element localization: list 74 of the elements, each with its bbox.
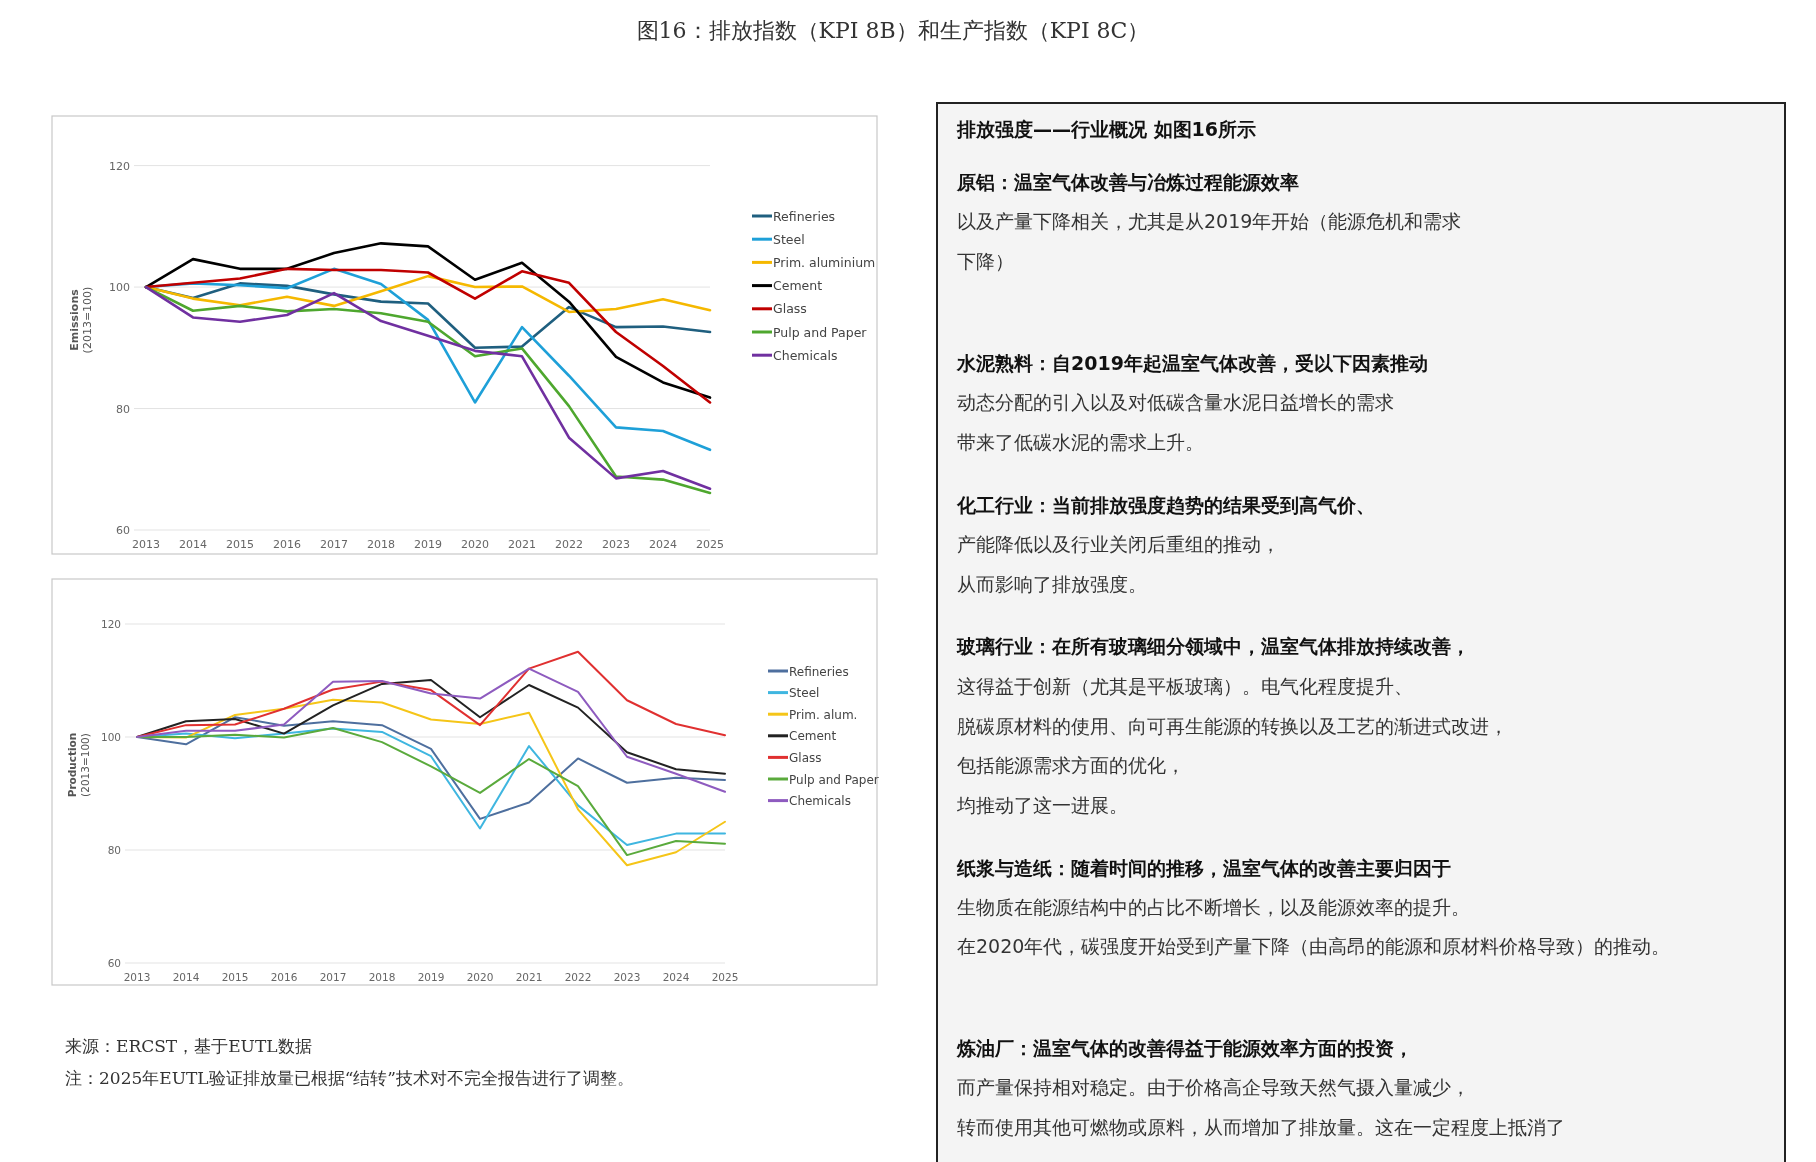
y-tick-label: 80 — [107, 844, 121, 856]
text: 脱碳原材料的使用、向可再生能源的转换以及工艺的渐进式改进， — [957, 715, 1508, 737]
x-tick-label: 2022 — [555, 538, 583, 551]
y-axis-title: Emissions (2013=100) — [67, 286, 94, 354]
x-tick-label: 2020 — [466, 971, 494, 983]
y-tick-label: 60 — [116, 524, 130, 537]
text: 原铝：温室气体改善与冶炼过程能源效率 — [956, 171, 1299, 193]
text: 注：2025年EUTL验证排放量已根据“结转”技术对不完全报告进行了调整。 — [65, 1068, 635, 1088]
x-tick-label: 2024 — [662, 971, 690, 983]
legend-label: Chemicals — [773, 347, 838, 363]
text: 在2020年代，碳强度开始受到产量下降（由高昂的能源和原材料价格导致）的推动。 — [957, 935, 1671, 957]
x-tick-label: 2015 — [226, 538, 254, 551]
text: 纸浆与造纸：随着时间的推移，温室气体的改善主要归因于 — [956, 857, 1451, 879]
legend-label: Pulp and Paper — [789, 772, 879, 787]
x-tick-label: 2016 — [273, 538, 301, 551]
text: 均推动了这一进展。 — [956, 794, 1128, 816]
x-tick-label: 2025 — [696, 538, 724, 551]
legend-label: Refineries — [773, 208, 836, 224]
x-tick-label: 2017 — [319, 971, 347, 983]
legend-label: Chemicals — [789, 794, 851, 809]
x-tick-label: 2015 — [221, 971, 249, 983]
x-tick-label: 2022 — [564, 971, 592, 983]
x-tick-label: 2019 — [417, 971, 445, 983]
x-tick-label: 2013 — [123, 971, 151, 983]
x-tick-label: 2016 — [270, 971, 298, 983]
legend-label: Cement — [773, 278, 823, 294]
text: 水泥熟料：自2019年起温室气体改善，受以下因素推动 — [956, 352, 1428, 374]
text: 下降） — [957, 250, 1014, 272]
legend-label: Cement — [789, 729, 837, 744]
legend-label: Glass — [789, 750, 822, 765]
text: 包括能源需求方面的优化， — [957, 754, 1185, 776]
x-tick-label: 2023 — [613, 971, 641, 983]
y-tick-label: 120 — [109, 159, 130, 173]
x-tick-label: 2018 — [368, 971, 396, 983]
text: 动态分配的引入以及对低碳含量水泥日益增长的需求 — [957, 391, 1394, 413]
text: 排放强度——行业概况 如图16所示 — [956, 118, 1257, 140]
x-tick-label: 2017 — [320, 538, 348, 551]
text: 带来了低碳水泥的需求上升。 — [957, 431, 1204, 453]
y-axis-title: Production (2013=100) — [65, 732, 91, 798]
x-tick-label: 2014 — [172, 971, 200, 983]
legend-label: Prim. alum. — [789, 707, 858, 722]
text: 产能降低以及行业关闭后重组的推动， — [957, 533, 1280, 555]
source-note: 来源：ERCST，基于EUTL数据 — [65, 1036, 312, 1056]
text: 这得益于创新（尤其是平板玻璃）。电气化程度提升、 — [957, 675, 1413, 697]
y-tick-label: 120 — [100, 618, 121, 630]
text: 以及产量下降相关，尤其是从2019年开始（能源危机和需求 — [957, 210, 1462, 232]
x-tick-label: 2023 — [602, 538, 630, 551]
x-tick-label: 2021 — [508, 538, 536, 551]
text: 化工行业：当前排放强度趋势的结果受到高气价、 — [956, 494, 1375, 516]
x-tick-label: 2025 — [711, 971, 739, 983]
x-tick-label: 2021 — [515, 971, 543, 983]
text: 生物质在能源结构中的占比不断增长，以及能源效率的提升。 — [957, 896, 1470, 918]
x-tick-label: 2024 — [649, 538, 677, 551]
text: 从而影响了排放强度。 — [957, 573, 1147, 595]
text: 玻璃行业：在所有玻璃细分领域中，温室气体排放持续改善， — [956, 635, 1470, 657]
legend-label: Prim. aluminium — [773, 254, 876, 270]
x-tick-label: 2019 — [414, 538, 442, 551]
y-tick-label: 80 — [116, 402, 130, 416]
legend-label: Glass — [773, 301, 807, 317]
legend-label: Steel — [773, 231, 805, 247]
y-tick-label: 100 — [100, 731, 121, 743]
text: 炼油厂：温室气体的改善得益于能源效率方面的投资， — [956, 1037, 1413, 1059]
x-tick-label: 2013 — [132, 538, 160, 551]
legend-label: Refineries — [789, 664, 849, 679]
x-tick-label: 2018 — [367, 538, 395, 551]
x-tick-label: 2014 — [179, 538, 207, 551]
y-tick-label: 100 — [109, 281, 130, 295]
text: 转而使用其他可燃物或原料，从而增加了排放量。这在一定程度上抵消了 — [957, 1116, 1565, 1138]
legend-label: Steel — [789, 686, 820, 701]
x-tick-label: 2020 — [461, 538, 489, 551]
legend-label: Pulp and Paper — [773, 324, 868, 340]
y-tick-label: 60 — [107, 957, 121, 969]
text: 而产量保持相对稳定。由于价格高企导致天然气摄入量减少， — [957, 1076, 1470, 1098]
text: 图16：排放指数（KPI 8B）和生产指数（KPI 8C） — [636, 18, 1150, 43]
